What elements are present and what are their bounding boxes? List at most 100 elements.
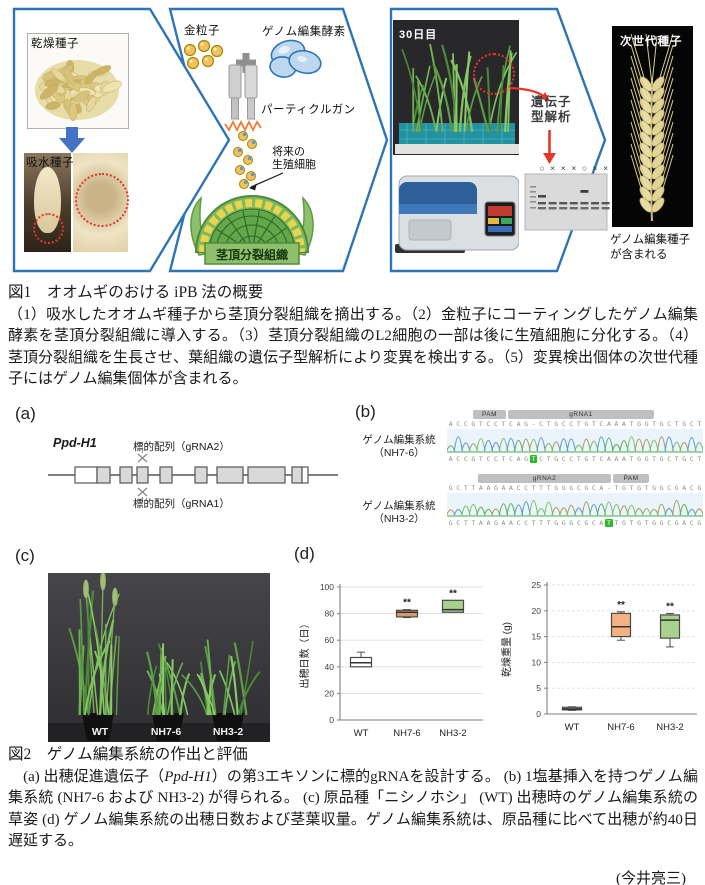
inserted-base: T bbox=[529, 455, 538, 463]
germ-cell-arrow bbox=[249, 172, 284, 191]
base-letter: C bbox=[493, 420, 498, 428]
grass-blade bbox=[240, 640, 254, 716]
awn bbox=[630, 77, 647, 129]
meristem-highlight-circle bbox=[33, 213, 64, 244]
soaked-seed-label: 吸水種子 bbox=[26, 157, 74, 169]
awn bbox=[657, 33, 674, 85]
base-letter: T bbox=[576, 455, 581, 463]
grass-blade bbox=[196, 673, 216, 716]
trace-peak bbox=[528, 499, 539, 516]
base-letter: C bbox=[516, 519, 521, 527]
base-letter: T bbox=[546, 519, 551, 527]
base-letter: T bbox=[697, 420, 702, 428]
gel-band bbox=[559, 202, 568, 205]
trace-peak bbox=[559, 438, 569, 452]
base-letter: A bbox=[501, 519, 506, 527]
base-letter: T bbox=[463, 519, 468, 527]
grass-blade bbox=[79, 598, 85, 716]
pot bbox=[152, 713, 184, 741]
pot bbox=[212, 713, 244, 741]
base-letter: G bbox=[637, 519, 641, 527]
base-letter: G bbox=[524, 420, 529, 428]
particle-gun-icon bbox=[224, 64, 262, 133]
base-letter: T bbox=[652, 455, 657, 463]
base-letter: C bbox=[689, 484, 694, 492]
base-letter: G bbox=[637, 420, 641, 428]
awn bbox=[630, 44, 647, 96]
grass-blade bbox=[223, 660, 237, 716]
trace-peak bbox=[694, 508, 703, 516]
meristem-label: 茎頂分裂組織 bbox=[215, 248, 288, 262]
base-letter: A bbox=[486, 519, 491, 527]
base-letter: A bbox=[682, 484, 687, 492]
pam-bar: PAM bbox=[473, 410, 506, 419]
seed bbox=[63, 67, 76, 86]
y-tick-label: 20 bbox=[325, 688, 335, 698]
trace-peak bbox=[656, 436, 667, 452]
pam-bar: PAM bbox=[613, 474, 649, 483]
base-letter: C bbox=[561, 455, 566, 463]
caption-segment: Ppd-H1 bbox=[164, 769, 212, 785]
figure2-caption: 図2 ゲノム編集系統の作出と評価 (a) 出穂促進遺伝子（Ppd-H1）の第3エ… bbox=[8, 745, 698, 885]
y-tick-label: 40 bbox=[325, 662, 335, 672]
base-letter: G bbox=[554, 455, 559, 463]
base-letter: C bbox=[667, 420, 672, 428]
exon-box bbox=[301, 466, 309, 484]
significance-stars: ** bbox=[617, 600, 625, 611]
base-letter: C bbox=[539, 455, 544, 463]
gel-band bbox=[569, 207, 578, 210]
exon-box bbox=[291, 466, 303, 484]
trace-peak bbox=[581, 438, 591, 452]
plant-label: NH7-6 bbox=[151, 726, 182, 738]
base-letter: C bbox=[509, 455, 513, 463]
base-letter: T bbox=[629, 420, 634, 428]
soaked-seed-photo-right bbox=[73, 153, 129, 252]
tray-tub bbox=[395, 144, 519, 154]
base-letter: C bbox=[599, 420, 604, 428]
gel-band bbox=[580, 202, 589, 205]
grass-blade bbox=[145, 651, 159, 716]
awn bbox=[630, 33, 647, 85]
base-letter: C bbox=[576, 519, 581, 527]
caption-segment: (a) 出穂促進遺伝子（ bbox=[8, 769, 165, 785]
y-tick-label: 20 bbox=[532, 606, 542, 616]
base-letter: A bbox=[516, 420, 521, 428]
figure1-caption-title: 図1 オオムギのおける iPB 法の概要 bbox=[8, 284, 264, 301]
shoot-apical-meristem-diagram bbox=[190, 195, 314, 265]
nextgen-caption: ゲノム編集種子 が含まれる bbox=[610, 234, 691, 261]
grass-blade bbox=[87, 600, 90, 716]
base-letter: G bbox=[554, 484, 559, 492]
base-letter: G bbox=[637, 484, 641, 492]
ladder-band bbox=[530, 186, 536, 188]
base-letter: T bbox=[644, 484, 649, 492]
base-letter: A bbox=[478, 484, 483, 492]
base-letter: T bbox=[697, 455, 702, 463]
exon-box bbox=[159, 466, 173, 484]
grass-blade bbox=[452, 53, 456, 133]
meristem-label-banner bbox=[204, 242, 300, 265]
meristem-highlight-circle-zoom bbox=[75, 173, 129, 227]
seed bbox=[68, 102, 78, 122]
trace-peak bbox=[447, 509, 456, 516]
nextgen-seed-photo bbox=[612, 26, 693, 227]
trace-peak bbox=[468, 503, 479, 516]
base-letter: G bbox=[493, 519, 498, 527]
base-letter: G bbox=[659, 484, 664, 492]
y-tick-label: 80 bbox=[325, 609, 335, 619]
base-letter: T bbox=[546, 420, 551, 428]
lane-mark: ○ bbox=[539, 163, 544, 173]
lane-mark: × bbox=[593, 163, 598, 173]
spike-head bbox=[83, 579, 90, 599]
gel-band bbox=[591, 207, 599, 210]
grass-blade bbox=[146, 665, 158, 716]
base-letter: T bbox=[576, 420, 581, 428]
base-letter: T bbox=[674, 420, 679, 428]
target-gRNA2-label: 標的配列（gRNA2） bbox=[133, 441, 230, 453]
trace-peak bbox=[671, 441, 682, 452]
base-letter: C bbox=[539, 420, 544, 428]
awn bbox=[630, 55, 647, 107]
base-letter: C bbox=[486, 455, 491, 463]
grass-blade bbox=[166, 662, 184, 716]
bombardment-diagram bbox=[183, 39, 322, 265]
